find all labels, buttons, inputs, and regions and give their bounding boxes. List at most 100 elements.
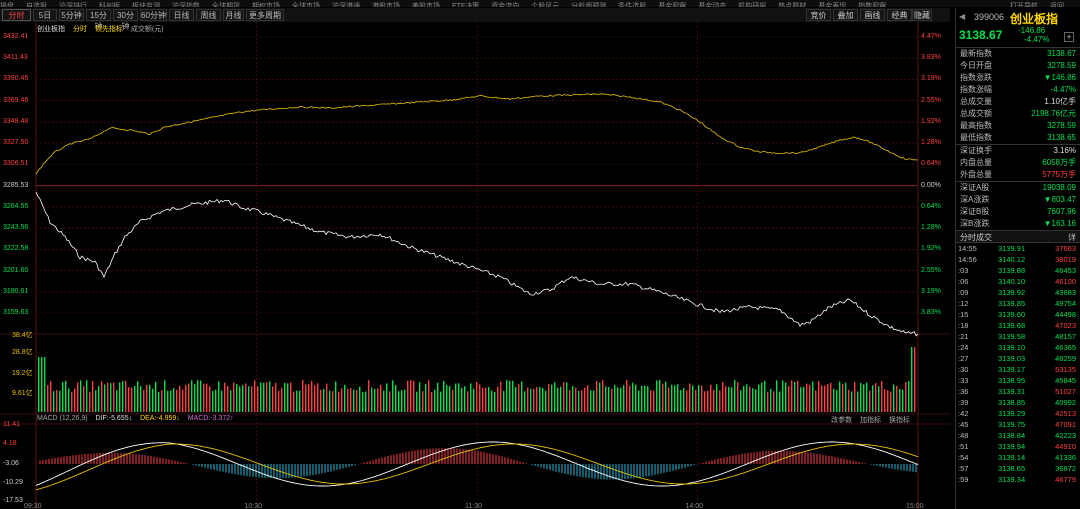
period-tab[interactable]: 60分钟	[140, 9, 167, 21]
volume-bar	[863, 384, 865, 412]
volume-bar	[914, 347, 916, 412]
volume-bar	[602, 380, 604, 412]
volume-bar	[797, 380, 799, 412]
period-tab[interactable]: 30分钟	[113, 9, 138, 31]
top-menu-right-item[interactable]: 返回	[1050, 3, 1064, 7]
stat-value: 3278.59	[1047, 121, 1076, 130]
top-menu-item[interactable]: ETF决策	[452, 3, 480, 7]
volume-bar	[677, 384, 679, 412]
top-menu-item[interactable]: 沪深排行	[59, 3, 87, 7]
top-menu-item[interactable]: 操盘	[0, 3, 14, 7]
volume-bar	[401, 390, 403, 412]
chart-canvas[interactable]	[0, 22, 950, 509]
toolbar-right-button[interactable]: 隐藏	[912, 9, 932, 21]
period-tab[interactable]: 周线	[196, 9, 221, 21]
tick-price: 3138.85	[998, 398, 1026, 407]
tick-row: :42 3139.29 42513	[956, 408, 1080, 419]
volume-bar	[80, 380, 82, 412]
volume-bar	[425, 384, 427, 412]
volume-bar	[413, 381, 415, 412]
tick-time: :03	[958, 266, 969, 275]
top-menu-item[interactable]: 机构研报	[738, 3, 767, 7]
top-menu-item[interactable]: 基金观察	[658, 3, 687, 7]
intraday-chart[interactable]: 创业板指 分时 领先指标 成交额(元) MACD (12,26,9) DIF:-…	[0, 22, 950, 509]
tick-price: 3139.91	[998, 244, 1026, 253]
tick-row: :03 3139.88 46453	[956, 265, 1080, 276]
time-axis-label: 15:00	[906, 503, 924, 509]
top-menu-item[interactable]: 沪深港通	[332, 3, 360, 7]
top-menu-item[interactable]: 期权市场	[252, 3, 280, 7]
tick-volume: 42513	[1055, 409, 1076, 418]
toolbar-right-button[interactable]: 竞价	[806, 9, 831, 21]
top-menu-item[interactable]: 资金流向	[491, 3, 520, 7]
volume-bar	[674, 385, 676, 412]
volume-bar	[50, 381, 52, 412]
top-menu-item[interactable]: 科创板	[99, 3, 120, 7]
top-menu-item[interactable]: 美股市场	[412, 3, 440, 7]
volume-bar	[236, 384, 238, 412]
tick-time: :48	[958, 431, 969, 440]
pct-tick-label: 3.83%	[921, 309, 941, 316]
volume-bar	[74, 388, 76, 412]
period-tab[interactable]: 15分钟	[86, 9, 111, 31]
pct-tick-label: 0.00%	[921, 181, 941, 189]
macd-tick-label: -10.29	[3, 479, 23, 486]
top-menu-item[interactable]: 沪深指数	[172, 3, 200, 7]
period-tab[interactable]: 月线	[223, 9, 244, 21]
stat-label: 最高指数	[960, 121, 992, 130]
chevron-left-icon[interactable]: ◀	[959, 12, 966, 21]
top-menu-item[interactable]: 分析师预测	[571, 3, 607, 7]
volume-bar	[623, 385, 625, 412]
volume-bar	[707, 390, 709, 412]
top-menu-item[interactable]: 全球市场	[292, 3, 320, 7]
volume-bar	[605, 386, 607, 412]
stat-label: 内盘总量	[960, 158, 992, 167]
volume-bar	[788, 386, 790, 412]
volume-bar	[725, 386, 727, 412]
price-tick-label: 3201.60	[3, 266, 29, 274]
top-menu-item[interactable]: 自选股	[26, 3, 47, 7]
volume-bar	[59, 390, 61, 412]
volume-bar	[302, 380, 304, 412]
top-menu-item[interactable]: 个股风云	[531, 3, 560, 7]
volume-bar	[116, 390, 118, 412]
price-change-pct: -4.47%	[1024, 35, 1050, 44]
top-menu-bar: 操盘 自选股 沪深排行 科创板 板块监测 沪深指数 全球期货 期权市场 全球市场 沪深港通 港股市场…	[0, 0, 1080, 7]
stat-value: 7607.96	[1047, 207, 1076, 216]
top-menu-item[interactable]: 板块监测	[132, 3, 160, 7]
top-menu-item[interactable]: 港股市场	[372, 3, 400, 7]
top-menu-item[interactable]: 热点题材	[778, 3, 807, 7]
top-menu-item[interactable]: 指数观察	[858, 3, 887, 7]
period-tab[interactable]: 5日	[33, 9, 57, 21]
toolbar-right-button[interactable]: 画线	[860, 9, 885, 21]
volume-bar	[860, 382, 862, 412]
add-watchlist-button[interactable]: +	[1064, 32, 1074, 42]
macd-edit-params-button[interactable]: 改参数	[831, 417, 853, 424]
macd-switch-indicator-button[interactable]: 换指标	[889, 417, 910, 424]
stat-label: 指数涨跌	[960, 73, 992, 82]
macd-add-indicator-button[interactable]: 加指标	[860, 417, 882, 424]
volume-bar	[395, 385, 397, 412]
volume-bar	[695, 390, 697, 412]
top-menu-item[interactable]: 条件选股	[618, 3, 647, 7]
tick-row: :24 3139.10 46365	[956, 342, 1080, 353]
tick-row: :15 3139.60 44498	[956, 309, 1080, 320]
volume-bar	[296, 390, 298, 412]
tick-volume: 40992	[1055, 398, 1076, 407]
toolbar-right-button[interactable]: 叠加	[833, 9, 858, 21]
top-menu-item[interactable]: 全球期货	[212, 3, 240, 7]
tick-time: :42	[958, 409, 969, 418]
volume-bar	[626, 380, 628, 412]
stat-row: 最低指数 3138.65	[956, 132, 1080, 144]
volume-bar	[137, 381, 139, 412]
top-menu-item[interactable]: 基金动态	[698, 3, 727, 7]
volume-bar	[749, 386, 751, 412]
period-tab[interactable]: 分时	[2, 9, 31, 21]
ticks-detail-button[interactable]: 详	[1068, 233, 1076, 242]
toolbar-right-button[interactable]: 经典	[887, 9, 912, 21]
top-menu-right-item[interactable]: 打开导航	[1010, 3, 1038, 7]
period-tab[interactable]: 日线	[169, 9, 194, 21]
top-menu-item[interactable]: 基金表现	[818, 3, 847, 7]
period-tab[interactable]: 更多周期	[246, 9, 284, 21]
period-tab[interactable]: 5分钟	[59, 9, 84, 21]
